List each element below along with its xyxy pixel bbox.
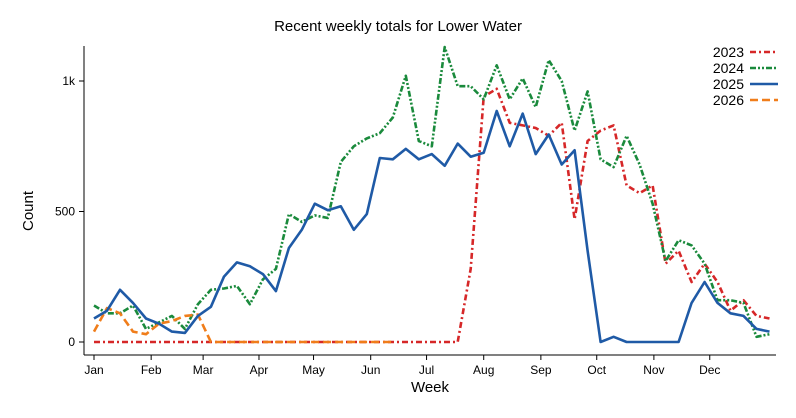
legend-label-2026: 2026: [713, 92, 744, 108]
y-tick-label: 0: [68, 335, 75, 349]
series-line-2026: [92, 306, 393, 344]
x-tick-label: Aug: [473, 363, 494, 377]
legend-label-2024: 2024: [713, 60, 744, 76]
series-lines: [92, 45, 770, 344]
x-tick-label: Jul: [419, 363, 434, 377]
x-tick-label: Dec: [699, 363, 720, 377]
series-line-2025: [93, 109, 770, 344]
x-tick-label: Nov: [643, 363, 664, 377]
x-axis-title: Week: [411, 379, 450, 396]
x-tick-label: Mar: [193, 363, 214, 377]
x-tick-label: Feb: [141, 363, 162, 377]
plot-area: [83, 46, 776, 356]
y-tick-label: 500: [55, 205, 75, 219]
series-line-2024: [93, 45, 770, 339]
x-ticks: Jan Feb Mar Apr May Jun Jul Aug Sep Oct Nov Dec: [84, 355, 720, 377]
series-line-2023: [94, 87, 770, 344]
x-tick-label: Jun: [361, 363, 380, 377]
legend-label-2025: 2025: [713, 76, 744, 92]
y-tick-label: 1k: [62, 74, 76, 88]
chart-title: Recent weekly totals for Lower Water: [274, 18, 522, 35]
x-tick-label: Jan: [84, 363, 103, 377]
x-tick-label: Sep: [530, 363, 552, 377]
legend-label-2023: 2023: [713, 44, 744, 60]
x-tick-label: Oct: [587, 363, 606, 377]
x-tick-label: Apr: [250, 363, 269, 377]
y-axis-title: Count: [20, 190, 37, 231]
y-ticks: 0 500 1k: [55, 74, 84, 349]
x-tick-label: May: [302, 363, 325, 377]
